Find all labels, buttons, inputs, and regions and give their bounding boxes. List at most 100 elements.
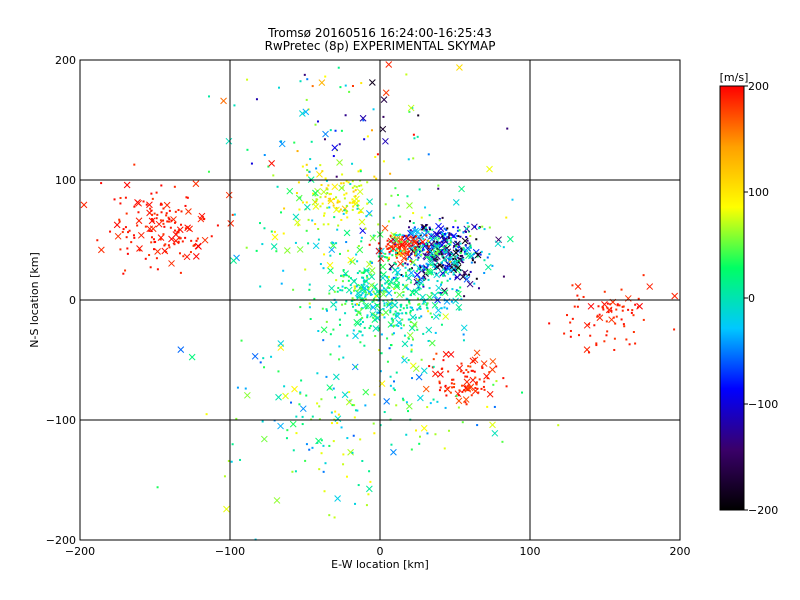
data-point-x: [347, 256, 355, 264]
data-point: [337, 66, 340, 69]
data-point-x: [574, 283, 582, 290]
data-point: [167, 220, 170, 223]
data-point: [177, 209, 180, 212]
data-point: [408, 245, 411, 248]
data-point: [416, 241, 419, 244]
data-point: [440, 253, 443, 256]
data-point-x: [134, 199, 141, 206]
data-point: [377, 255, 380, 258]
data-point-x: [406, 331, 414, 339]
data-point: [388, 347, 391, 350]
data-point: [314, 123, 317, 126]
data-point-x: [397, 260, 404, 268]
data-point-x: [385, 61, 393, 68]
data-point: [483, 271, 486, 274]
data-point: [244, 387, 247, 390]
data-point: [443, 238, 446, 241]
data-point: [408, 247, 411, 250]
data-point: [412, 275, 415, 278]
data-point-x: [442, 313, 450, 320]
data-point: [357, 245, 360, 248]
data-point: [462, 258, 465, 261]
data-point-x: [374, 314, 381, 322]
data-point: [340, 218, 343, 221]
data-point-x: [268, 160, 276, 167]
data-point: [379, 271, 382, 274]
data-point: [169, 226, 172, 229]
data-point-x: [461, 269, 469, 277]
data-point: [445, 248, 448, 251]
data-point: [436, 280, 439, 283]
data-point: [469, 270, 472, 273]
data-point-x: [161, 247, 169, 255]
data-point: [439, 386, 442, 389]
data-point: [125, 236, 128, 239]
data-point: [439, 293, 442, 296]
data-point: [100, 182, 103, 185]
data-point: [351, 302, 354, 305]
data-point: [164, 243, 167, 246]
data-point: [569, 321, 572, 324]
data-point: [589, 334, 592, 337]
data-point: [356, 284, 359, 287]
data-point: [407, 318, 410, 321]
data-point: [119, 197, 122, 200]
data-point: [597, 305, 600, 308]
data-point: [358, 184, 361, 187]
data-point-x: [461, 237, 469, 245]
data-point-x: [463, 247, 471, 255]
data-point: [338, 143, 341, 146]
data-point: [233, 104, 236, 107]
data-point: [325, 375, 328, 378]
data-point: [495, 380, 498, 383]
data-point: [406, 240, 409, 243]
data-point: [465, 403, 468, 406]
data-point: [363, 269, 366, 272]
data-point: [463, 250, 466, 253]
data-point: [422, 300, 425, 303]
data-point-x: [157, 234, 165, 242]
data-point: [422, 285, 425, 288]
data-point: [353, 404, 356, 407]
data-point: [475, 382, 478, 385]
data-point: [464, 253, 467, 256]
data-point: [373, 175, 376, 178]
data-point: [419, 244, 422, 247]
data-point: [415, 429, 418, 432]
data-point: [208, 95, 211, 98]
data-point: [339, 86, 342, 89]
data-point: [440, 231, 443, 234]
data-point: [455, 264, 458, 267]
data-point: [345, 300, 348, 303]
data-point-x: [328, 284, 336, 292]
data-point-x: [396, 291, 403, 299]
data-point: [557, 424, 560, 427]
data-point: [163, 244, 166, 247]
data-point: [122, 228, 125, 231]
data-point: [439, 244, 442, 247]
data-point-x: [283, 247, 291, 254]
data-point-x: [431, 292, 439, 299]
data-point: [150, 192, 153, 195]
data-point: [193, 243, 196, 246]
data-point: [414, 316, 417, 319]
data-point: [124, 269, 127, 272]
data-point: [376, 311, 379, 314]
data-point-x: [312, 189, 319, 197]
data-point: [365, 291, 368, 294]
data-point: [387, 220, 390, 223]
data-point: [387, 258, 390, 261]
data-point: [364, 227, 367, 230]
data-point: [411, 377, 414, 380]
data-point: [394, 299, 397, 302]
data-point: [420, 216, 423, 219]
data-point: [155, 257, 158, 260]
data-point: [465, 227, 468, 230]
data-point: [414, 323, 417, 326]
data-point: [344, 302, 347, 305]
data-point: [413, 247, 416, 250]
data-point: [338, 210, 341, 213]
data-point: [390, 194, 393, 197]
data-point: [298, 403, 301, 406]
data-point: [424, 226, 427, 229]
